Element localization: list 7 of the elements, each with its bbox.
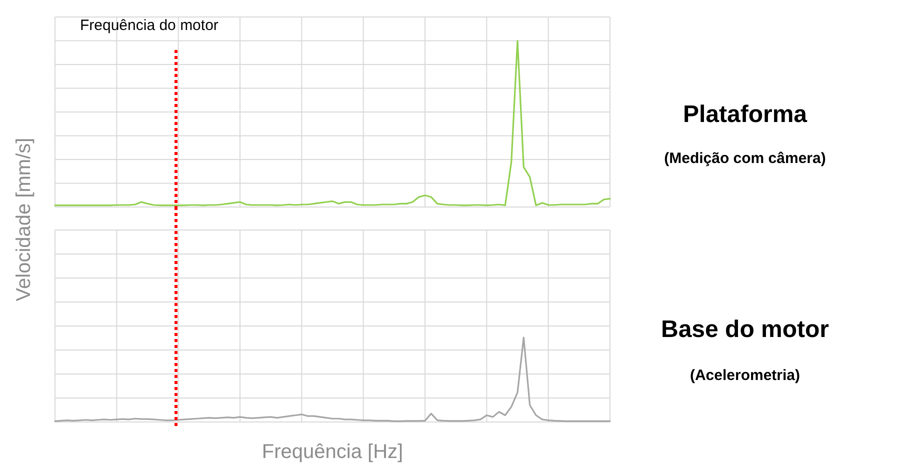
text: Frequência do motor bbox=[80, 17, 218, 34]
text: (Acelerometria) bbox=[690, 367, 800, 384]
text: (Medição com câmera) bbox=[664, 150, 826, 167]
text: Plataforma bbox=[682, 101, 808, 128]
x-axis-title: Frequência [Hz] bbox=[262, 441, 404, 463]
y-axis-title: Velocidade [mm/s] bbox=[13, 138, 35, 302]
text: Base do motor bbox=[660, 316, 830, 343]
